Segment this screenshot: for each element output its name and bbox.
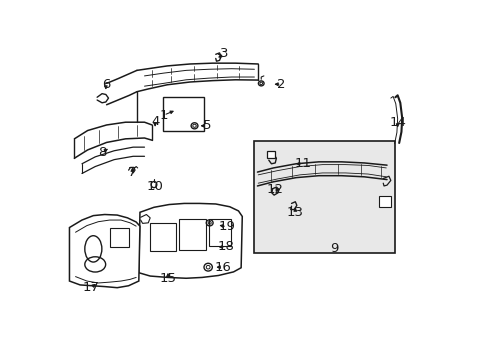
Text: 15: 15 [159,272,176,285]
Text: 14: 14 [388,116,405,129]
Bar [266,151,274,158]
Text: 3: 3 [220,47,228,60]
Text: 10: 10 [146,180,163,193]
Text: 2: 2 [277,78,285,91]
Bar [379,196,390,207]
Text: 13: 13 [286,206,303,219]
Bar [179,219,205,250]
Polygon shape [69,215,140,288]
Text: 5: 5 [203,119,211,132]
Text: 4: 4 [151,115,159,128]
Bar [253,141,394,253]
Polygon shape [139,203,242,278]
Text: 12: 12 [266,183,283,196]
Text: 19: 19 [218,220,235,233]
Text: 11: 11 [294,157,311,170]
Text: 16: 16 [214,261,231,274]
Text: 8: 8 [98,146,106,159]
Text: 7: 7 [128,166,136,179]
Text: 17: 17 [82,281,99,294]
Text: 9: 9 [329,242,338,255]
Bar [163,97,204,131]
Text: 1: 1 [159,109,167,122]
Bar [110,228,128,247]
Bar [150,223,176,251]
Bar [208,219,230,246]
Text: 18: 18 [217,240,234,253]
Text: 6: 6 [102,78,110,91]
